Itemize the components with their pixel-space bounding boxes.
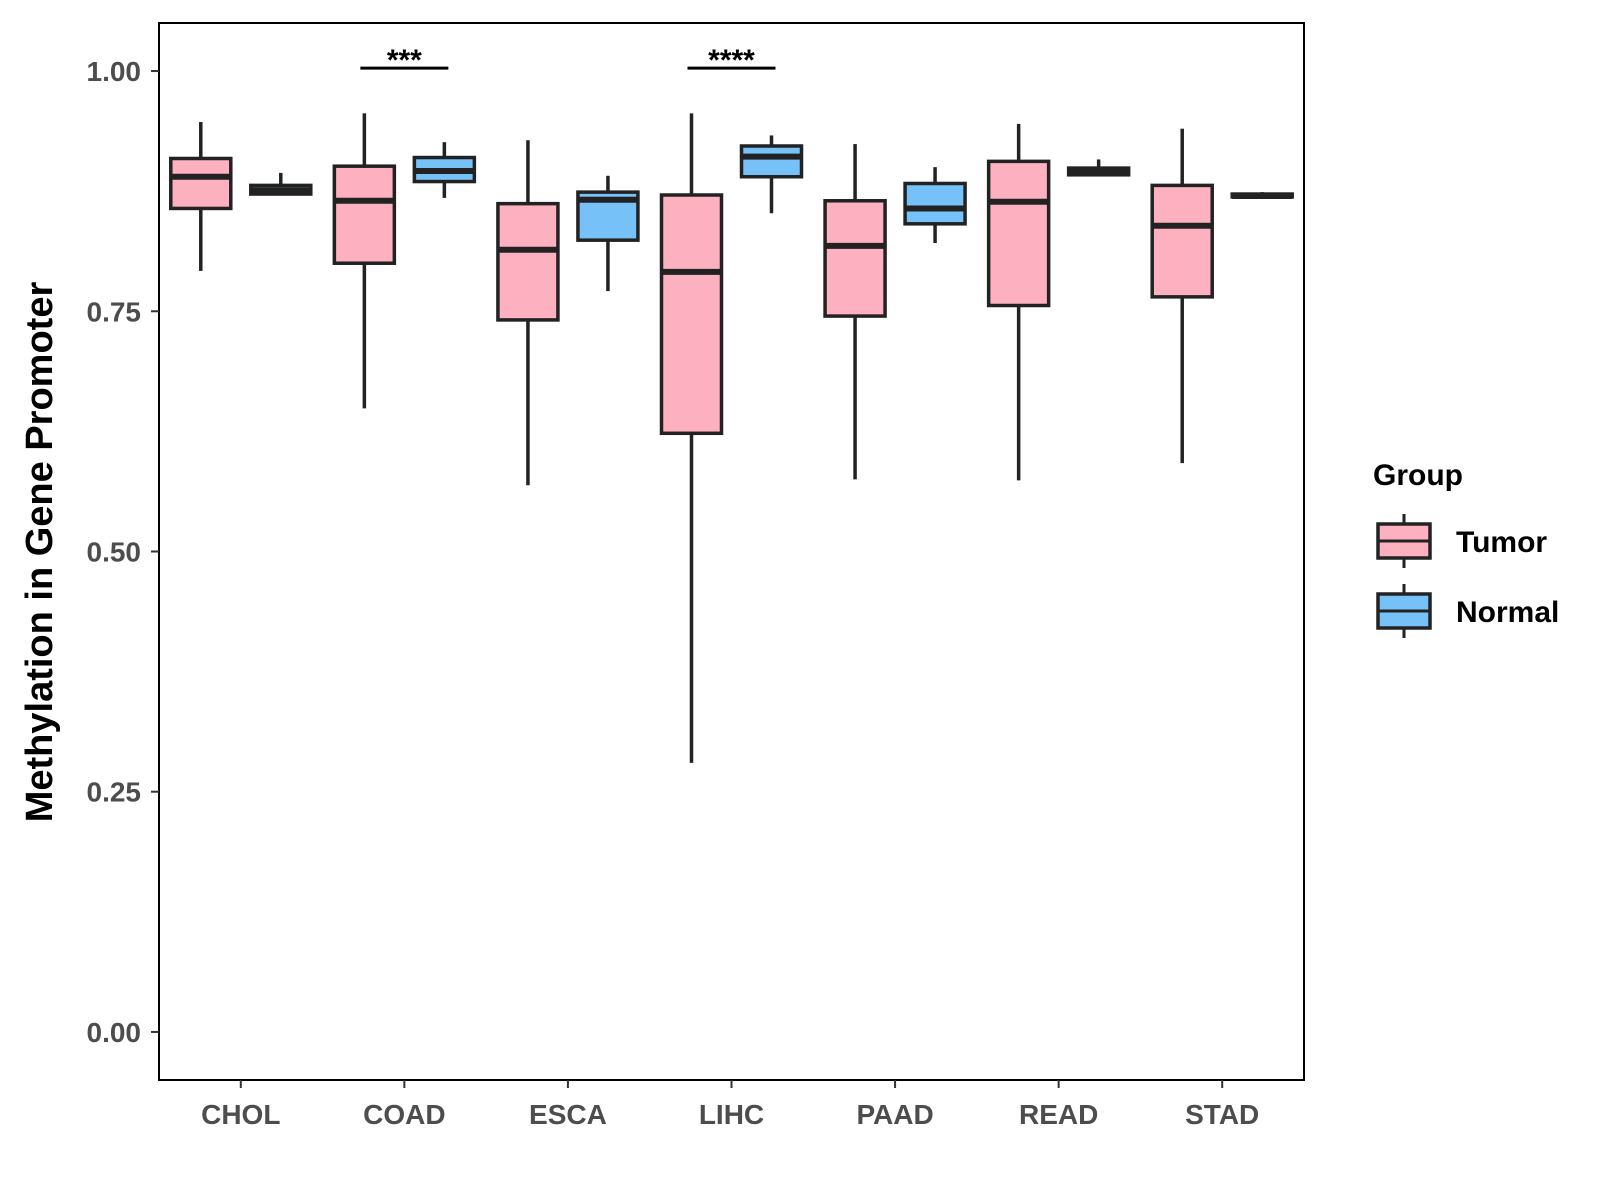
box-tumor-paad [823, 144, 887, 480]
box-tumor-lihc [659, 113, 724, 763]
iqr-box [823, 199, 887, 318]
box-normal-read [1066, 159, 1131, 177]
y-axis-title: Methylation in Gene Promoter [19, 282, 61, 823]
y-tick-label: 1.00 [87, 56, 142, 87]
x-tick-label: ESCA [529, 1099, 607, 1130]
x-tick-label: LIHC [699, 1099, 764, 1130]
box-normal-lihc [739, 135, 804, 214]
x-tick-label: CHOL [201, 1099, 280, 1130]
box-tumor-coad [332, 113, 397, 409]
x-tick-label: READ [1019, 1099, 1098, 1130]
legend-label-normal: Normal [1456, 596, 1559, 629]
plot-panel-border [158, 22, 1305, 1081]
legend-entry-tumor: Tumor [1376, 514, 1547, 568]
box-tumor-chol [169, 121, 233, 271]
box-normal-esca [576, 175, 640, 292]
legend-title: Group [1373, 459, 1463, 492]
y-axis: 0.00 0.25 0.50 0.75 1.00 [87, 56, 159, 1048]
x-tick-label: PAAD [856, 1099, 933, 1130]
legend-entry-normal: Normal [1376, 584, 1559, 638]
iqr-box [986, 159, 1051, 308]
iqr-box [332, 164, 397, 265]
box-normal-chol [249, 172, 313, 196]
box-normal-stad [1230, 192, 1294, 199]
box-normal-paad [903, 167, 967, 244]
x-tick-label: COAD [363, 1099, 445, 1130]
y-tick-label: 0.50 [87, 537, 142, 568]
y-tick-label: 0.00 [87, 1017, 142, 1048]
iqr-box [169, 156, 233, 211]
iqr-box [659, 193, 724, 436]
x-axis: CHOL COAD ESCA LIHC PAAD READ STAD [201, 1080, 1259, 1130]
box-tumor-read [986, 123, 1051, 481]
box-normal-coad [412, 142, 477, 198]
iqr-box [1150, 183, 1214, 299]
significance-annotations: *** **** [360, 44, 776, 77]
iqr-box [496, 201, 560, 322]
box-tumor-stad [1150, 128, 1214, 464]
significance-label: *** [387, 44, 422, 77]
x-tick-label: STAD [1185, 1099, 1259, 1130]
box-layer [169, 113, 1294, 763]
significance-label: **** [708, 44, 755, 77]
y-tick-label: 0.75 [87, 296, 142, 327]
legend-label-tumor: Tumor [1456, 526, 1547, 559]
legend: Group Tumor Normal [1373, 459, 1559, 638]
y-tick-label: 0.25 [87, 777, 142, 808]
iqr-box [739, 144, 804, 179]
iqr-box [903, 181, 967, 226]
box-tumor-esca [496, 140, 560, 486]
